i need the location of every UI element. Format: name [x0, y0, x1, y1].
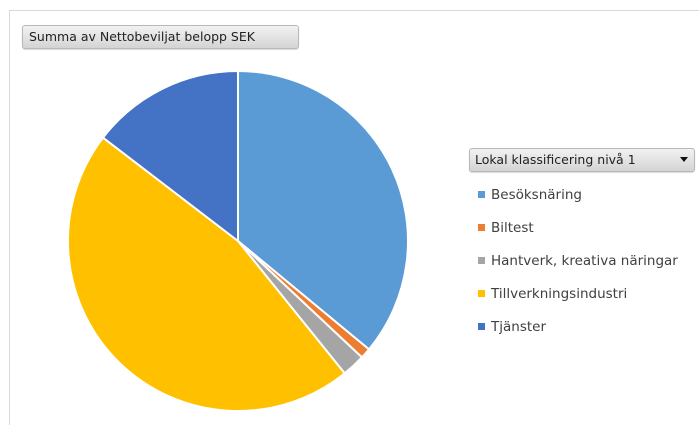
legend-label: Besöksnäring [491, 186, 582, 203]
value-field-button[interactable]: Summa av Nettobeviljat belopp SEK [22, 25, 299, 49]
legend-item[interactable]: Hantverk, kreativa näringar [478, 244, 678, 277]
legend-label: Hantverk, kreativa näringar [491, 252, 678, 269]
legend-item[interactable]: Biltest [478, 211, 678, 244]
legend-item[interactable]: Tjänster [478, 310, 678, 343]
pie-slice-tillverkningsindustri[interactable] [67, 136, 346, 412]
legend-filter-dropdown[interactable]: Lokal klassificering nivå 1 [469, 148, 695, 172]
legend-swatch [478, 257, 485, 264]
legend-label: Tillverkningsindustri [491, 285, 628, 302]
legend-item[interactable]: Tillverkningsindustri [478, 277, 678, 310]
dropdown-arrow-icon[interactable] [680, 157, 688, 162]
value-field-label: Summa av Nettobeviljat belopp SEK [29, 29, 255, 44]
legend-swatch [478, 224, 485, 231]
legend-swatch [478, 323, 485, 330]
legend-swatch [478, 191, 485, 198]
chart-legend: Besöksnäring Biltest Hantverk, kreativa nä… [478, 178, 678, 343]
pie-slice-tjänster[interactable] [102, 70, 239, 242]
pie-slice-besöksnäring[interactable] [237, 70, 410, 351]
legend-label: Biltest [491, 219, 534, 236]
legend-label: Tjänster [491, 318, 547, 335]
legend-swatch [478, 290, 485, 297]
legend-item[interactable]: Besöksnäring [478, 178, 678, 211]
legend-filter-label: Lokal klassificering nivå 1 [475, 152, 636, 167]
